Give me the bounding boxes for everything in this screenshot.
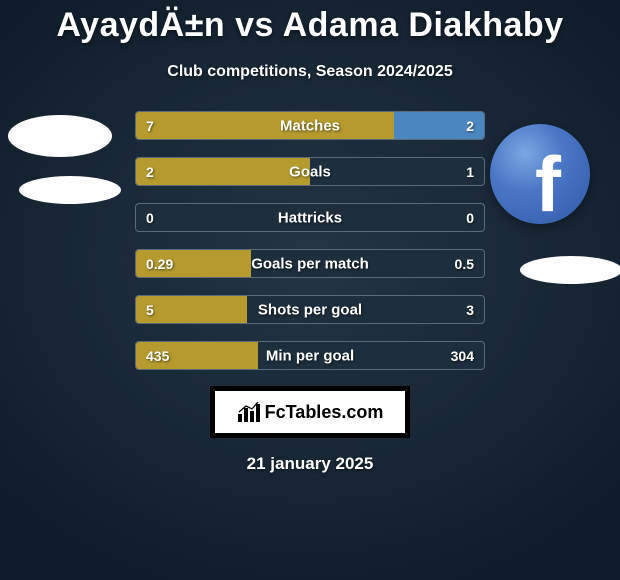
stat-row-hattricks: 0 Hattricks 0 [135,203,485,232]
player-right-avatar-shadow [520,256,620,284]
brand-text: FcTables.com [265,402,384,423]
facebook-badge[interactable]: f [490,124,590,224]
stat-row-matches: 7 Matches 2 [135,111,485,140]
stat-row-mpg: 435 Min per goal 304 [135,341,485,370]
bar-left [136,250,251,277]
value-left: 0 [146,210,154,226]
stat-label: Hattricks [136,209,484,226]
stat-row-spg: 5 Shots per goal 3 [135,295,485,324]
value-right: 0.5 [455,256,474,272]
brand-box[interactable]: FcTables.com [210,386,410,438]
bar-left [136,112,394,139]
bar-right [394,112,484,139]
page-title: AyaydÄ±n vs Adama Diakhaby [0,0,620,45]
bar-left [136,158,310,185]
facebook-icon: f [535,145,561,223]
stat-row-goals: 2 Goals 1 [135,157,485,186]
card: AyaydÄ±n vs Adama Diakhaby Club competit… [0,0,620,580]
player-left-avatar [8,115,112,157]
stat-row-gpm: 0.29 Goals per match 0.5 [135,249,485,278]
bar-left [136,342,258,369]
value-right: 304 [451,348,474,364]
bar-left [136,296,247,323]
date-text: 21 january 2025 [0,454,620,474]
stats-bars: 7 Matches 2 2 Goals 1 0 Hattricks 0 0.29… [135,111,485,370]
player-left-avatar-shadow [19,176,121,204]
brand-bars-icon [237,402,261,422]
value-right: 0 [466,210,474,226]
value-right: 1 [466,164,474,180]
value-right: 3 [466,302,474,318]
subtitle: Club competitions, Season 2024/2025 [0,63,620,81]
